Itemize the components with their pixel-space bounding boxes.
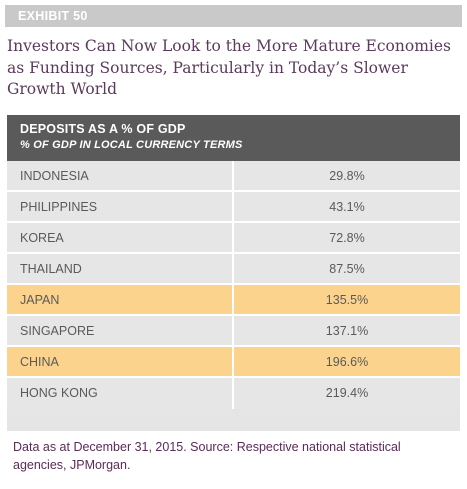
country-label: CHINA	[20, 355, 59, 369]
deposit-value: 43.1%	[329, 200, 365, 214]
row-divider	[7, 190, 460, 192]
table-row: THAILAND 87.5%	[7, 254, 460, 285]
table-row: SINGAPORE 137.1%	[7, 316, 460, 347]
column-divider	[232, 285, 234, 316]
table-header-title: DEPOSITS AS A % OF GDP	[20, 122, 186, 136]
table-row: INDONESIA 29.8%	[7, 161, 460, 192]
column-divider	[232, 316, 234, 347]
deposit-value: 29.8%	[329, 169, 365, 183]
row-divider	[7, 283, 460, 285]
chart-title: Investors Can Now Look to the More Matur…	[7, 37, 451, 98]
country-label: SINGAPORE	[20, 324, 95, 338]
row-divider	[7, 376, 460, 378]
row-divider	[7, 314, 460, 316]
exhibit-label: EXHIBIT 50	[18, 9, 88, 23]
exhibit-bar: EXHIBIT 50	[5, 5, 462, 27]
deposit-value: 135.5%	[325, 293, 369, 307]
row-divider	[7, 252, 460, 254]
country-label: KOREA	[20, 231, 64, 245]
country-label: HONG KONG	[20, 386, 98, 400]
table-row: PHILIPPINES 43.1%	[7, 192, 460, 223]
source-note: Data as at December 31, 2015. Source: Re…	[13, 440, 401, 472]
table-header-subtitle: % OF GDP IN LOCAL CURRENCY TERMS	[20, 139, 243, 151]
country-label: THAILAND	[20, 262, 82, 276]
deposit-value: 219.4%	[325, 386, 369, 400]
data-table: DEPOSITS AS A % OF GDP % OF GDP IN LOCAL…	[7, 115, 460, 431]
deposit-value: 196.6%	[325, 355, 369, 369]
table-header: DEPOSITS AS A % OF GDP % OF GDP IN LOCAL…	[7, 115, 460, 161]
column-divider	[232, 223, 234, 254]
column-divider	[232, 161, 234, 192]
country-label: PHILIPPINES	[20, 200, 98, 214]
table-row: HONG KONG 219.4%	[7, 378, 460, 409]
table-row: JAPAN 135.5%	[7, 285, 460, 316]
country-label: JAPAN	[20, 293, 60, 307]
row-divider	[7, 221, 460, 223]
column-divider	[232, 254, 234, 285]
table-row: KOREA 72.8%	[7, 223, 460, 254]
deposit-value: 137.1%	[325, 324, 369, 338]
row-divider	[7, 345, 460, 347]
country-label: INDONESIA	[20, 169, 89, 183]
deposit-value: 87.5%	[329, 262, 365, 276]
column-divider	[232, 378, 234, 409]
deposit-value: 72.8%	[329, 231, 365, 245]
column-divider	[232, 347, 234, 378]
column-divider	[232, 192, 234, 223]
table-row: CHINA 196.6%	[7, 347, 460, 378]
